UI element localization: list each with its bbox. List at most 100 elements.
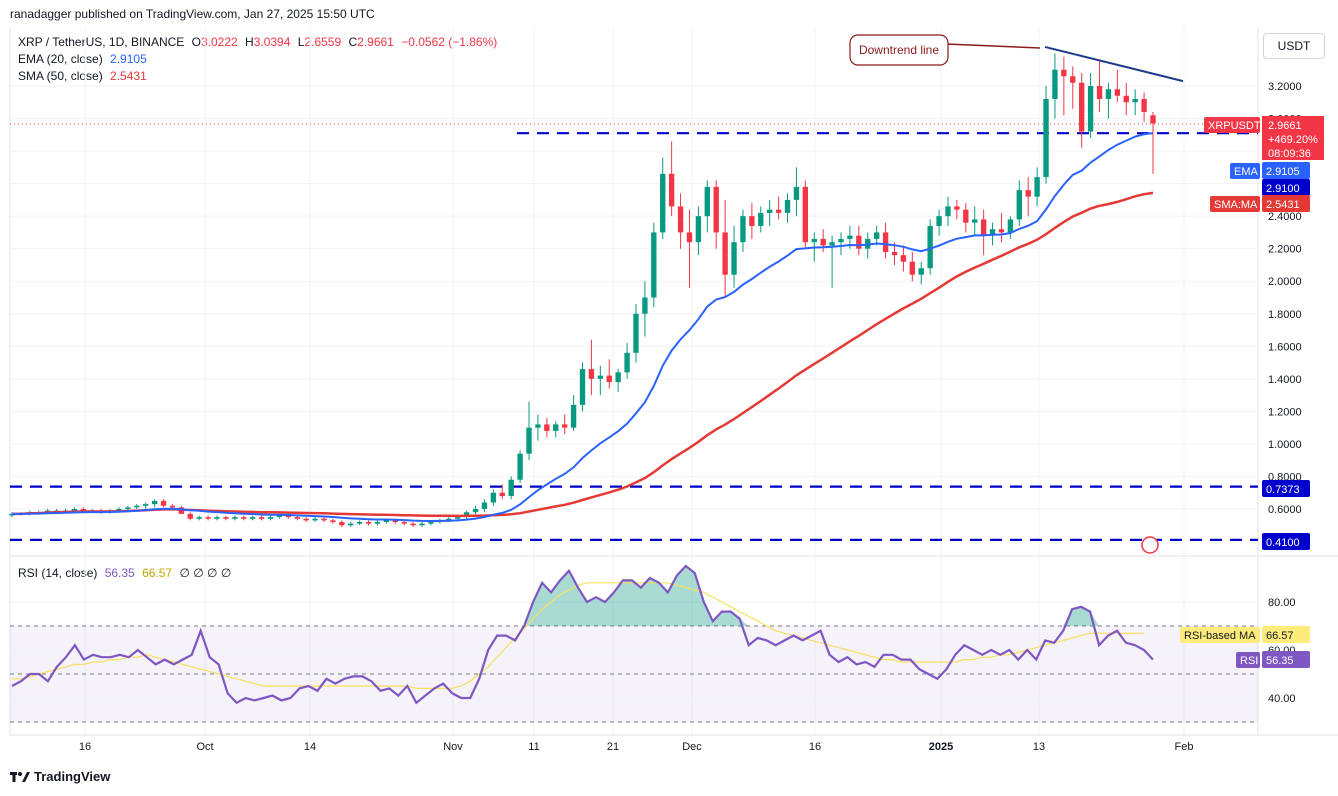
- candle-body: [758, 212, 764, 226]
- price-tick-label: 0.6000: [1268, 504, 1302, 516]
- candle-body: [820, 238, 826, 246]
- badge-sma-name: SMA:MA: [1214, 199, 1258, 211]
- candle-body: [490, 492, 497, 503]
- badge-symbol-bg: [1204, 117, 1260, 133]
- candle-body: [570, 404, 577, 428]
- time-tick-label: 16: [79, 741, 91, 753]
- candle-body: [1105, 89, 1112, 100]
- candle-body: [1025, 190, 1031, 197]
- candle-body: [793, 186, 800, 200]
- candle-body: [125, 507, 131, 509]
- candle-body: [294, 517, 300, 519]
- currency-unit-button[interactable]: USDT: [1263, 33, 1325, 59]
- legend-rsi-ma-value: 66.57: [142, 566, 173, 580]
- badge-ema-value: 2.9105: [1266, 166, 1300, 178]
- candle-body: [499, 492, 505, 496]
- badge-last-change: +469.20%: [1268, 134, 1318, 146]
- candle-body: [579, 369, 586, 405]
- legend-symbol: XRP / TetherUS, 1D, BINANCE: [18, 35, 185, 49]
- candle-body: [544, 424, 550, 431]
- candle-body: [526, 427, 532, 454]
- candle-body: [597, 375, 604, 379]
- candle-body: [909, 261, 915, 275]
- event-flag-icon: [1141, 536, 1159, 554]
- candle-body: [374, 522, 381, 524]
- candle-body: [410, 523, 416, 526]
- candle-body: [1070, 76, 1076, 83]
- candle-body: [936, 216, 942, 226]
- candle-body: [80, 509, 86, 511]
- badge-rsi-ma-name: RSI-based MA: [1184, 630, 1256, 642]
- candle-body: [1123, 95, 1129, 103]
- time-tick-label: 21: [607, 741, 619, 753]
- price-tick-label: 2.0000: [1268, 276, 1302, 288]
- legend-change: −0.0562 (−1.86%): [401, 35, 498, 49]
- candle-body: [250, 517, 256, 519]
- candle-body: [624, 352, 630, 373]
- time-tick-label: Nov: [443, 741, 463, 753]
- candle-body: [1016, 190, 1022, 220]
- badge-level-0410-bg: [1262, 533, 1310, 550]
- legend-c-value: 2.9661: [357, 35, 394, 49]
- candle-body: [838, 238, 844, 243]
- candle-body: [811, 238, 817, 243]
- sma50-line: [12, 191, 1154, 518]
- legend-o-label: O: [191, 35, 201, 49]
- candle-body: [232, 517, 238, 519]
- candle-body: [312, 518, 318, 521]
- badge-rsi-ma-value: 66.57: [1266, 630, 1294, 642]
- candle-body: [472, 509, 479, 513]
- moving-averages: [12, 132, 1154, 523]
- candle-body: [134, 505, 140, 508]
- candle-body: [553, 424, 559, 431]
- legend-sma-value: 2.5431: [110, 69, 147, 83]
- candle-body: [205, 517, 211, 519]
- candle-body: [704, 186, 710, 217]
- candle-body: [668, 173, 675, 207]
- legend-ema-value: 2.9105: [110, 52, 147, 66]
- candle-body: [187, 513, 193, 519]
- rsi-overbought-fill: [524, 566, 1100, 626]
- rsi-tick-label: 80.00: [1268, 597, 1296, 609]
- candle-body: [383, 520, 390, 523]
- candle-body: [356, 522, 363, 524]
- badge-level-0737-bg: [1262, 480, 1310, 497]
- candle-body: [1079, 82, 1085, 132]
- legend-sma-label: SMA (50, close): [18, 69, 103, 83]
- time-tick-label: 13: [1033, 741, 1045, 753]
- candle-body: [606, 375, 612, 383]
- badge-sma-value: 2.5431: [1266, 199, 1300, 211]
- candle-body: [196, 517, 202, 519]
- candle-body: [927, 225, 933, 269]
- price-tick-label: 1.4000: [1268, 374, 1302, 386]
- candle-body: [695, 216, 702, 243]
- candle-body: [1114, 89, 1121, 96]
- candle-body: [276, 515, 283, 518]
- time-tick-label: 2025: [929, 741, 953, 753]
- candle-body: [535, 424, 541, 428]
- badge-sma-name-bg: [1210, 196, 1260, 212]
- candle-body: [588, 369, 595, 379]
- candle-body: [873, 232, 880, 239]
- downtrend-annotation[interactable]: Downtrend line: [849, 34, 1041, 66]
- badge-rsi-name: RSI: [1240, 655, 1258, 667]
- badge-level-0737: 0.7373: [1266, 484, 1300, 496]
- candle-body: [767, 209, 773, 213]
- candle-body: [677, 206, 684, 233]
- candle-body: [989, 229, 996, 236]
- candle-body: [116, 509, 122, 511]
- price-badges: XRPUSDT 2.9661 +469.20% 08:09:36 EMA 2.9105 2.…: [1141, 116, 1324, 668]
- candle-body: [428, 522, 434, 524]
- rsi-tick-label: 40.00: [1268, 693, 1296, 705]
- price-tick-label: 1.8000: [1268, 309, 1302, 321]
- candle-body: [1034, 177, 1040, 197]
- candle-body: [1052, 69, 1058, 100]
- legend-rsi-value: 56.35: [104, 566, 135, 580]
- candle-body: [1007, 219, 1014, 233]
- legend-ema-label: EMA (20, close): [18, 52, 103, 66]
- candle-body: [517, 453, 523, 480]
- candle-body: [285, 515, 292, 518]
- candle-body: [258, 517, 265, 519]
- candle-body: [419, 523, 425, 526]
